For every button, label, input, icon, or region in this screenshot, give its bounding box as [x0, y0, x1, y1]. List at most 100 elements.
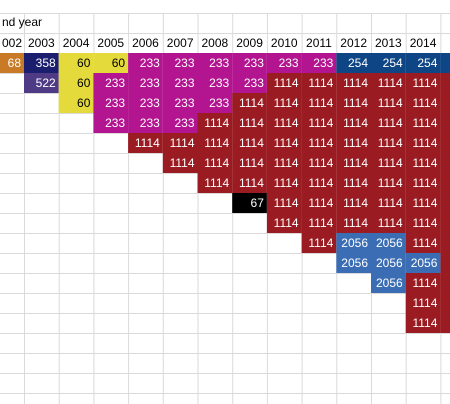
column-header: 2014	[410, 36, 437, 50]
cell-fill	[301, 73, 337, 93]
column-header: 2008	[201, 36, 228, 50]
cell-fill	[371, 273, 406, 293]
cell-value: 2056	[376, 276, 403, 290]
cell-fill	[232, 133, 267, 153]
cell-value: 1114	[308, 136, 333, 150]
cell-fill	[440, 293, 450, 313]
cell-value: 233	[209, 96, 229, 110]
cell-fill	[232, 193, 267, 213]
cell-value: 1114	[274, 196, 299, 210]
cell-fill	[301, 213, 337, 233]
column-header: 2009	[236, 36, 263, 50]
cell-value: 1114	[412, 76, 437, 90]
cell-value: 1114	[274, 216, 299, 230]
cell-fill	[336, 73, 371, 93]
cell-fill	[336, 213, 371, 233]
cell-fill	[266, 93, 302, 113]
cell-value: 1114	[412, 276, 437, 290]
cell-value: 233	[174, 76, 194, 90]
cell-value: 233	[174, 116, 194, 130]
cell-value: 1114	[343, 136, 368, 150]
cell-fill	[336, 153, 371, 173]
cell-fill	[128, 133, 163, 153]
cell-fill	[197, 153, 233, 173]
cell-fill	[162, 93, 198, 113]
cell-fill	[371, 73, 406, 93]
cell-value: 1114	[412, 296, 437, 310]
cell-value: 2056	[376, 256, 403, 270]
cell-fill	[162, 113, 198, 133]
cell-fill	[336, 173, 371, 193]
cell-fill	[371, 253, 406, 273]
cell-fill	[405, 213, 441, 233]
cell-fill	[371, 113, 406, 133]
cell-fill	[197, 173, 233, 193]
cell-value: 60	[77, 96, 91, 110]
cell-value: 233	[209, 76, 229, 90]
cell-fill	[440, 253, 450, 273]
cell-value: 1114	[274, 136, 299, 150]
cell-value: 1114	[308, 176, 333, 190]
cell-value: 1114	[412, 316, 437, 330]
cell-fill	[128, 113, 163, 133]
cell-fill	[93, 113, 129, 133]
cell-value: 254	[348, 56, 368, 70]
cells: 002 2003 2004 2005 2006 2007 2008 2009 2010 2011 2…	[0, 36, 450, 333]
cell-fill	[266, 173, 302, 193]
cell-value: 1114	[239, 96, 264, 110]
cell-value: 1114	[412, 136, 437, 150]
cell-fill	[336, 133, 371, 153]
cell-fill	[440, 213, 450, 233]
cell-fill	[266, 73, 302, 93]
cell-fill	[301, 193, 337, 213]
cell-fill	[405, 233, 441, 253]
cell-fill	[162, 133, 198, 153]
cell-fill	[301, 53, 337, 73]
cell-fill	[266, 113, 302, 133]
cell-fill	[371, 53, 406, 73]
cell-fill	[301, 233, 337, 253]
cell-fill	[197, 133, 233, 153]
cell-value: 233	[174, 56, 194, 70]
cell-fill	[405, 253, 441, 273]
cell-value: 1114	[412, 176, 437, 190]
cell-fill	[371, 173, 406, 193]
cell-value: 233	[140, 56, 160, 70]
cell-value: 233	[105, 76, 125, 90]
cell-fill	[405, 173, 441, 193]
cell-fill	[232, 173, 267, 193]
cell-value: 358	[36, 56, 56, 70]
cell-value: 60	[112, 56, 126, 70]
cell-value: 60	[77, 56, 91, 70]
cell-value: 1114	[274, 116, 299, 130]
cell-value: 1114	[170, 156, 195, 170]
cell-value: 1114	[378, 116, 403, 130]
cell-value: 233	[279, 56, 299, 70]
cell-fill	[440, 153, 450, 173]
cell-value: 1114	[239, 176, 264, 190]
cell-value: 233	[140, 76, 160, 90]
cell-value: 233	[209, 56, 229, 70]
cell-fill	[440, 53, 450, 73]
cell-fill	[128, 93, 163, 113]
cell-value: 233	[140, 116, 160, 130]
cell-fill	[301, 153, 337, 173]
column-header: 002	[2, 36, 22, 50]
cell-fill	[371, 193, 406, 213]
cell-fill	[232, 153, 267, 173]
cell-value: 1114	[170, 136, 195, 150]
cell-value: 2056	[376, 236, 403, 250]
cell-value: 1114	[274, 156, 299, 170]
cell-fill	[162, 73, 198, 93]
cell-value: 254	[417, 56, 437, 70]
cell-value: 1114	[204, 116, 229, 130]
cell-fill	[266, 133, 302, 153]
cell-fill	[301, 93, 337, 113]
cell-fill	[336, 253, 371, 273]
cell-value: 1114	[378, 76, 403, 90]
cell-fill	[440, 93, 450, 113]
cell-value: 1114	[378, 136, 403, 150]
cell-value: 1114	[308, 236, 333, 250]
cell-fill	[232, 53, 267, 73]
